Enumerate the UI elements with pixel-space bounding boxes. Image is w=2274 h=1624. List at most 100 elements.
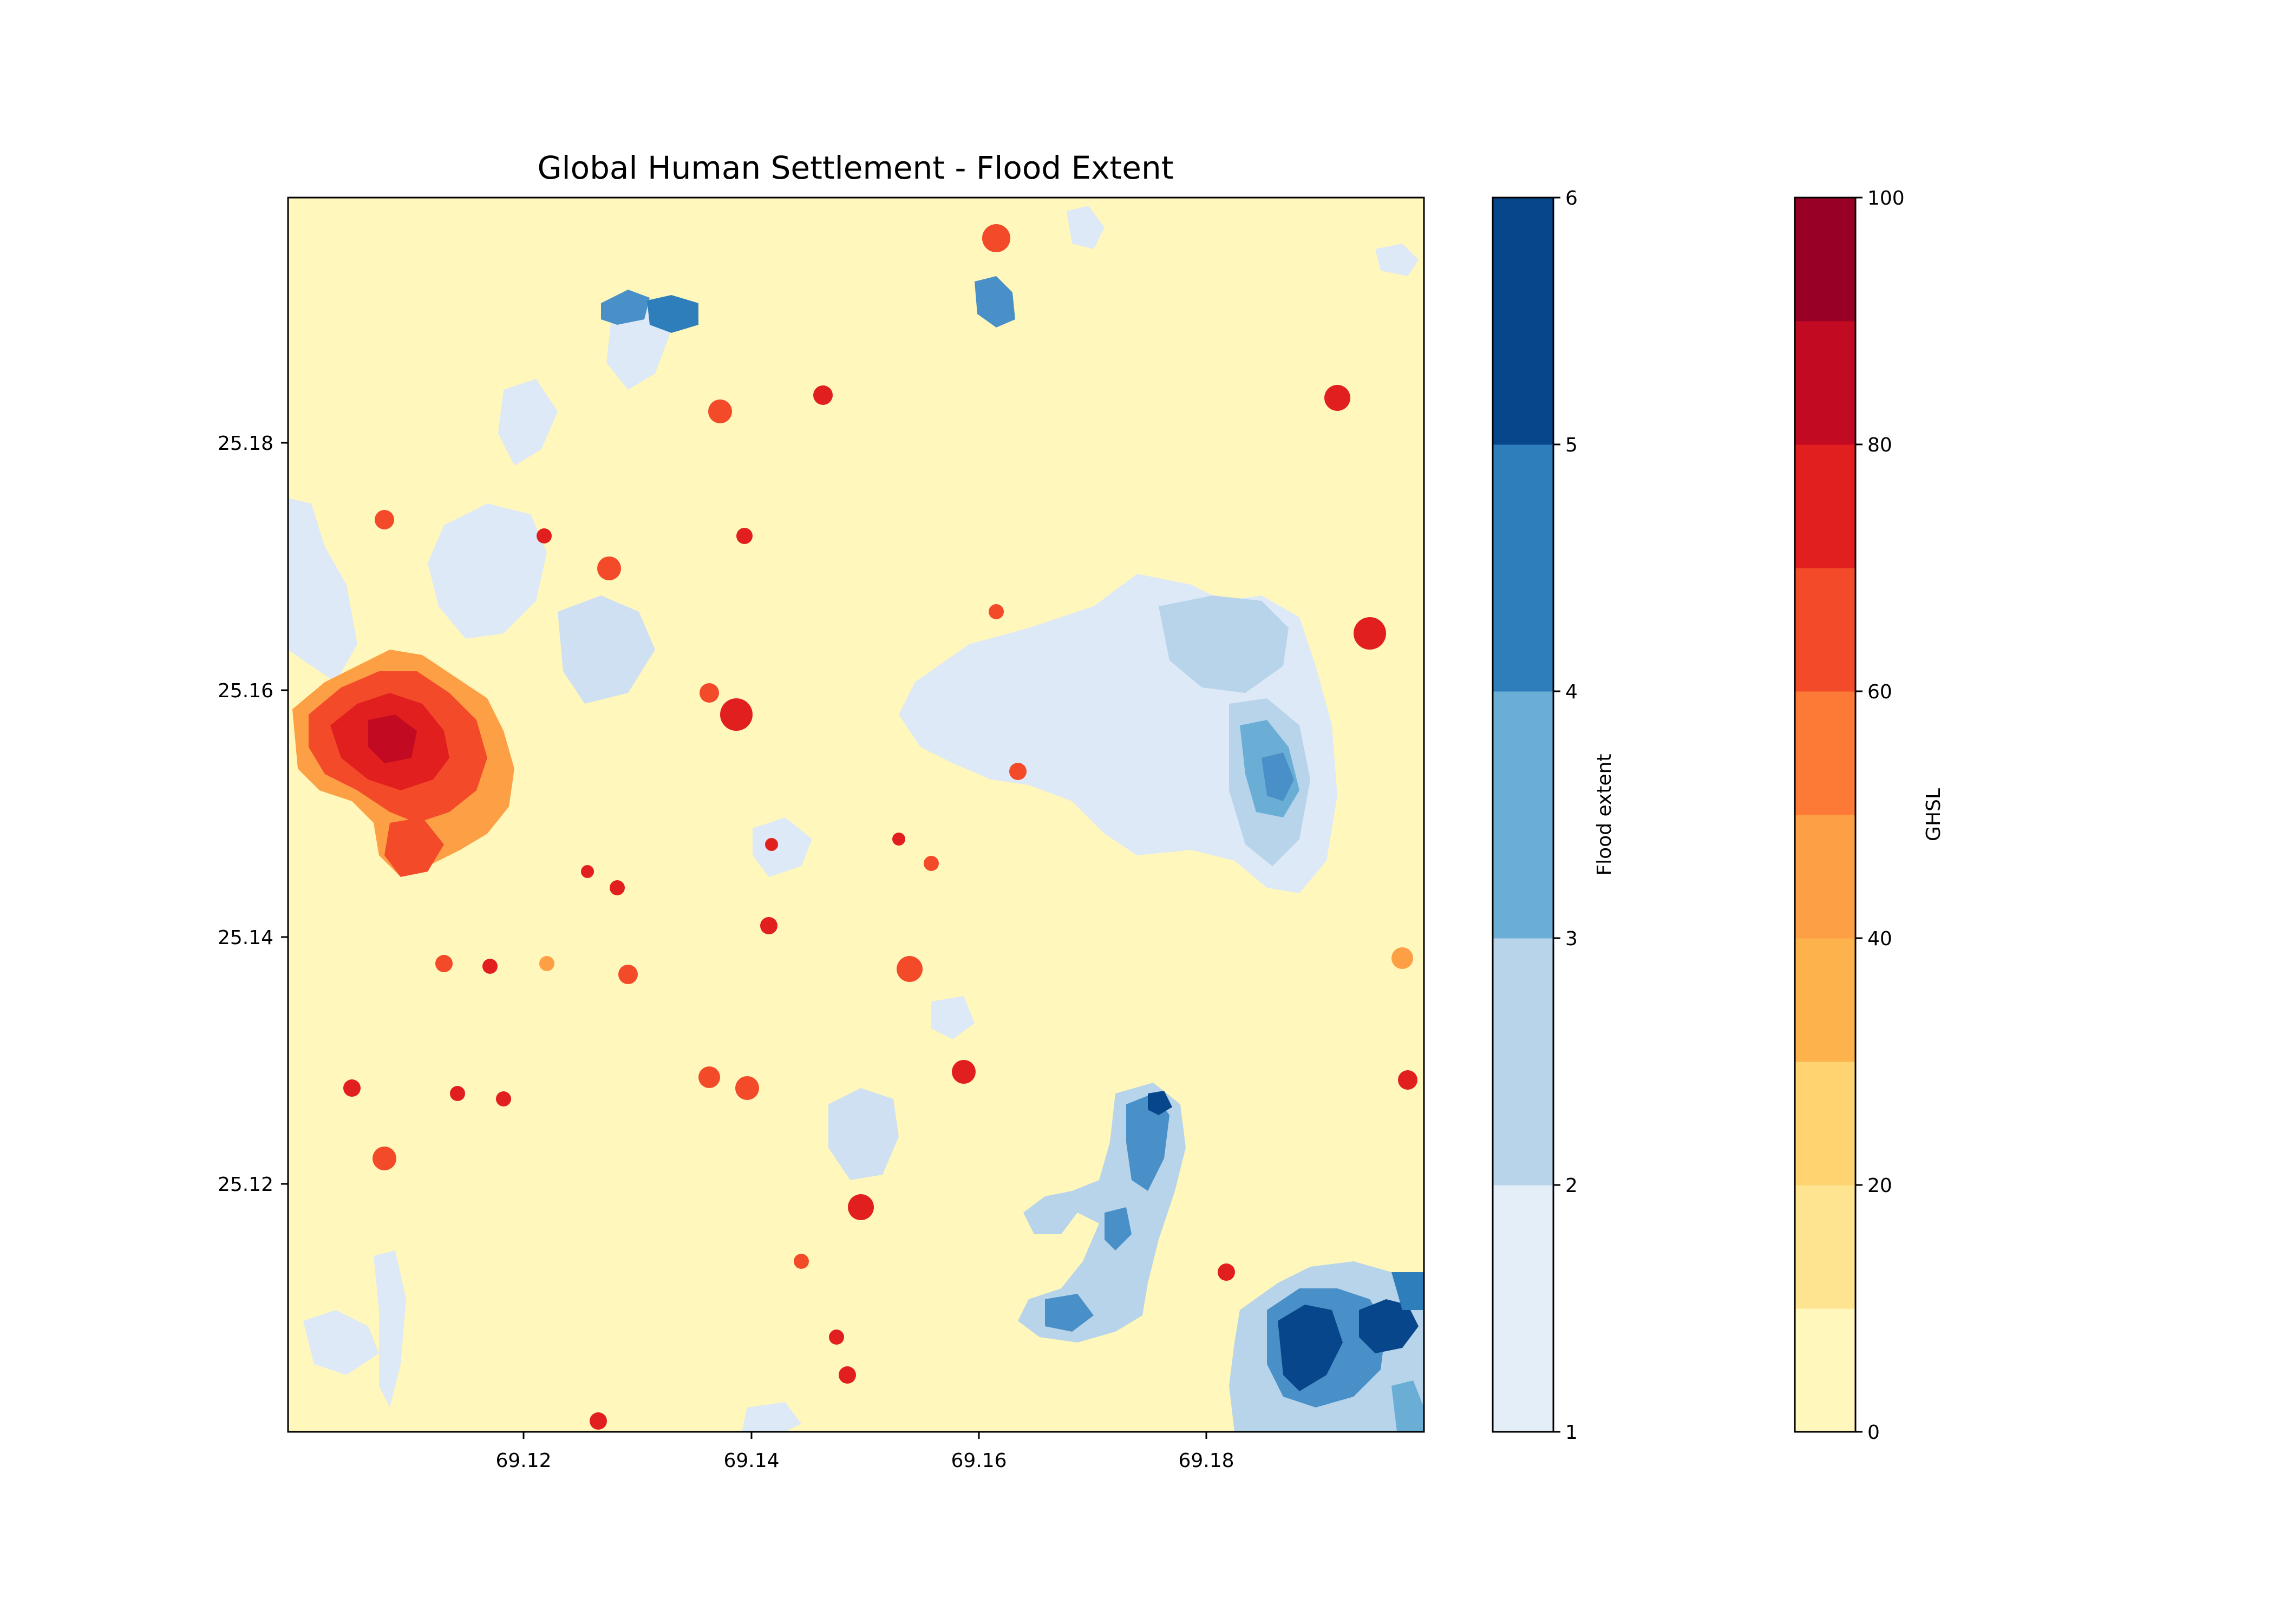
settlement-patch — [813, 385, 833, 405]
settlement-patch — [765, 838, 778, 851]
flood-layer — [288, 206, 1424, 1432]
settlement-patch — [618, 965, 638, 984]
settlement-patch — [924, 856, 939, 871]
flood-patch — [1148, 1091, 1172, 1115]
settlement-patch — [735, 1076, 759, 1100]
flood-patch — [1262, 752, 1294, 801]
flood-patch — [428, 503, 547, 639]
flood-patch — [828, 1088, 899, 1180]
settlement-patch — [829, 1330, 844, 1345]
flood-colorbar-segment — [1493, 938, 1553, 1186]
x-axis — [522, 1432, 1207, 1439]
ghsl-colorbar: 0 20 40 60 80 100 GHSL — [1794, 187, 1945, 1444]
flood-colorbar-tick-label: 6 — [1565, 187, 1578, 209]
flood-patch — [753, 817, 812, 877]
ghsl-colorbar-segments — [1795, 198, 1855, 1432]
ghsl-colorbar-segment — [1795, 321, 1855, 445]
flood-colorbar-segment — [1493, 1185, 1553, 1432]
settlement-patch — [897, 956, 923, 982]
settlement-patch — [736, 528, 753, 544]
flood-patch — [558, 595, 655, 704]
settlement-patch — [450, 1086, 465, 1101]
settlement-dots — [343, 224, 1417, 1430]
settlement-patch — [989, 604, 1004, 619]
flood-colorbar-segment — [1493, 444, 1553, 692]
x-tick-label: 69.18 — [1178, 1450, 1234, 1472]
y-tick-label: 25.18 — [218, 433, 273, 455]
settlement-patch — [373, 1147, 396, 1170]
flood-colorbar-segments — [1493, 198, 1553, 1432]
flood-colorbar-segment — [1493, 691, 1553, 939]
flood-colorbar-tick-label: 2 — [1565, 1175, 1578, 1197]
flood-colorbar-label: Flood extent — [1593, 754, 1616, 875]
flood-colorbar-tick-label: 5 — [1565, 434, 1578, 456]
flood-patch — [303, 1310, 379, 1375]
settlement-patch — [343, 1079, 361, 1097]
ghsl-colorbar-segment — [1795, 938, 1855, 1062]
settlement-patch — [1354, 617, 1386, 650]
flood-patch — [1391, 1380, 1424, 1432]
settlement-patch — [700, 683, 719, 703]
settlement-patch — [952, 1060, 976, 1084]
map-title: Global Human Settlement - Flood Extent — [538, 149, 1174, 186]
flood-patch — [1375, 244, 1419, 276]
flood-colorbar-tick-label: 4 — [1565, 681, 1578, 703]
settlement-patch — [590, 1412, 607, 1430]
flood-patch — [1067, 206, 1105, 249]
flood-patch — [647, 295, 698, 333]
settlement-patch — [794, 1254, 809, 1269]
flood-colorbar-ticks: 1 2 3 4 5 6 — [1553, 187, 1578, 1444]
ghsl-colorbar-tick-label: 40 — [1867, 928, 1892, 950]
settlement-patch — [892, 833, 905, 846]
flood-colorbar-tick-label: 3 — [1565, 928, 1578, 950]
flood-patch — [1391, 1272, 1424, 1310]
flood-patch — [374, 1250, 406, 1407]
settlement-patch — [720, 698, 753, 731]
flood-patch — [1126, 1093, 1169, 1191]
flood-patch — [1278, 1305, 1343, 1391]
ghsl-colorbar-segment — [1795, 1062, 1855, 1186]
ghsl-colorbar-tick-label: 60 — [1867, 681, 1892, 703]
ghsl-colorbar-segment — [1795, 444, 1855, 568]
flood-patch — [1359, 1299, 1419, 1353]
ghsl-colorbar-tick-label: 20 — [1867, 1175, 1892, 1197]
ghsl-colorbar-label: GHSL — [1923, 788, 1945, 841]
settlement-patch — [581, 865, 594, 878]
settlement-patch — [760, 917, 777, 934]
settlement-patch — [982, 224, 1010, 252]
ghsl-colorbar-segment — [1795, 568, 1855, 692]
flood-colorbar-segment — [1493, 198, 1553, 445]
map-panel: 69.12 69.14 69.16 69.18 25.18 25.16 25.1… — [218, 197, 1425, 1472]
settlement-patch — [1391, 947, 1413, 969]
settlement-patch — [848, 1194, 874, 1220]
settlement-patch — [708, 400, 732, 423]
settlement-patch — [839, 1366, 856, 1384]
y-axis — [281, 442, 288, 1185]
flood-patch — [498, 379, 558, 466]
ghsl-colorbar-segment — [1795, 1308, 1855, 1432]
flood-patch — [288, 498, 357, 682]
settlement-patch — [1324, 385, 1350, 411]
settlement-patch — [1398, 1070, 1417, 1090]
settlement-patch — [375, 510, 394, 529]
flood-patch — [742, 1402, 801, 1432]
flood-patch — [1159, 595, 1289, 693]
settlement-patch — [1218, 1263, 1235, 1281]
flood-patch — [1045, 1294, 1094, 1332]
flood-patch — [975, 276, 1015, 328]
ghsl-colorbar-segment — [1795, 198, 1855, 322]
ghsl-colorbar-frame — [1794, 197, 1857, 1433]
ghsl-layer — [292, 224, 1417, 1430]
x-tick-label: 69.14 — [723, 1450, 779, 1472]
settlement-patch — [1009, 763, 1027, 780]
ghsl-colorbar-segment — [1795, 1185, 1855, 1309]
settlement-patch — [384, 817, 444, 877]
settlement-patch — [597, 556, 621, 580]
settlement-patch — [368, 715, 417, 763]
y-tick-label: 25.12 — [218, 1174, 273, 1196]
flood-patch — [601, 290, 650, 325]
flood-colorbar: 1 2 3 4 5 6 Flood extent — [1492, 187, 1616, 1444]
map-frame — [287, 197, 1425, 1433]
flood-colorbar-frame — [1492, 197, 1554, 1433]
